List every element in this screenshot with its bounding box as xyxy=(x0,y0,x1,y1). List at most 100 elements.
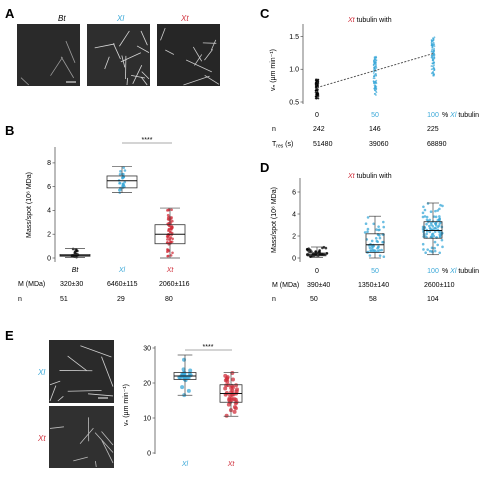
data-point xyxy=(436,225,440,229)
data-point xyxy=(433,47,435,50)
micrograph-label-xl: Xl xyxy=(116,14,124,23)
data-point xyxy=(375,59,377,62)
box xyxy=(365,233,385,253)
filament xyxy=(194,54,203,66)
filament xyxy=(119,30,130,47)
data-point xyxy=(318,249,321,252)
data-point xyxy=(438,251,442,255)
e-cat-xt: Xt xyxy=(227,461,236,468)
b-y-axis-label: Mass/spot (10⁶ MDa) xyxy=(26,172,33,238)
filament xyxy=(141,71,150,80)
data-point xyxy=(374,58,377,61)
data-point xyxy=(317,97,320,100)
filament xyxy=(210,39,217,51)
micrograph-e-xl xyxy=(49,340,114,403)
b-row-m-xl: 6460±115 xyxy=(107,281,138,288)
data-point xyxy=(436,243,439,247)
d-boxes xyxy=(307,202,443,259)
b-row-label-n: n xyxy=(18,296,22,303)
data-point xyxy=(317,85,319,88)
data-point xyxy=(430,65,433,67)
filament xyxy=(136,45,150,53)
filament xyxy=(73,456,88,462)
c-row-tres-100: 68890 xyxy=(427,141,447,148)
filament xyxy=(112,43,121,60)
d-xtick-0: 0 xyxy=(315,268,319,275)
filament xyxy=(185,59,212,73)
data-point xyxy=(433,246,436,250)
data-point xyxy=(374,80,377,83)
data-point xyxy=(430,41,433,44)
c-row-label-tres: Tres (s) xyxy=(272,141,293,150)
data-point xyxy=(169,254,173,257)
d-y-axis-label: Mass/spot (10⁶ MDa) xyxy=(271,187,278,253)
filament xyxy=(120,52,142,63)
data-point xyxy=(428,218,432,222)
e-image-label-xt: Xt xyxy=(37,434,46,443)
data-point xyxy=(375,67,378,69)
data-point xyxy=(315,89,317,92)
data-point xyxy=(433,226,437,230)
c-xtick-0: 0 xyxy=(315,112,319,119)
filament xyxy=(87,393,114,397)
data-point xyxy=(168,238,171,242)
b-boxes xyxy=(59,166,186,259)
data-point xyxy=(423,208,427,212)
data-point xyxy=(226,402,231,407)
data-point xyxy=(428,224,431,228)
data-point xyxy=(169,228,173,231)
data-point xyxy=(378,236,382,240)
data-point xyxy=(370,239,374,243)
data-point xyxy=(430,68,433,71)
panel-d: Xt tubulin with 0 2 4 6 Mass/spot (10⁶ MDa)… xyxy=(271,173,479,303)
data-point xyxy=(432,37,434,40)
data-point xyxy=(122,166,126,169)
data-point xyxy=(363,231,367,234)
panel-label-d: D xyxy=(260,160,269,175)
data-point xyxy=(438,222,442,225)
data-point xyxy=(375,56,378,59)
data-point xyxy=(121,176,124,180)
data-point xyxy=(317,78,319,81)
filament xyxy=(140,76,148,86)
data-point xyxy=(426,248,429,251)
filament xyxy=(101,439,114,464)
data-point xyxy=(428,226,432,230)
data-point xyxy=(315,83,317,85)
c-y-axis-label: vₙ (µm min⁻¹) xyxy=(270,49,277,91)
data-point xyxy=(166,254,169,258)
data-point xyxy=(74,250,77,253)
filament xyxy=(160,27,166,41)
data-point xyxy=(373,93,376,95)
c-row-n-0: 242 xyxy=(313,126,325,133)
filament xyxy=(132,65,143,84)
data-point xyxy=(428,249,432,253)
micrograph-xt xyxy=(157,24,220,86)
data-point xyxy=(433,53,436,56)
data-point xyxy=(123,169,127,172)
e-cat-xl: Xl xyxy=(181,461,189,468)
data-point xyxy=(366,216,370,219)
data-point xyxy=(423,215,427,218)
data-point xyxy=(439,203,442,207)
data-point xyxy=(378,249,381,252)
filament xyxy=(95,461,97,468)
y-tick-label: 2 xyxy=(292,233,296,240)
data-point xyxy=(226,383,231,388)
data-point xyxy=(433,43,436,46)
micrograph-label-bt: Bt xyxy=(58,14,66,23)
b-y-ticks: 0 2 4 6 8 xyxy=(47,160,55,262)
data-point xyxy=(182,357,187,362)
data-point xyxy=(382,240,385,244)
b-row-n-xt: 80 xyxy=(165,296,173,303)
data-point xyxy=(171,237,174,241)
b-cat-xt: Xt xyxy=(166,267,175,274)
data-point xyxy=(441,245,444,249)
data-point xyxy=(118,181,122,185)
data-point xyxy=(232,409,237,414)
panel-e: Xl Xt 0 10 20 30 vₙ (µm min⁻¹) **** Xl Xt xyxy=(37,340,243,468)
data-point xyxy=(374,89,376,92)
data-point xyxy=(433,73,435,76)
c-xtick-50: 50 xyxy=(371,112,379,119)
